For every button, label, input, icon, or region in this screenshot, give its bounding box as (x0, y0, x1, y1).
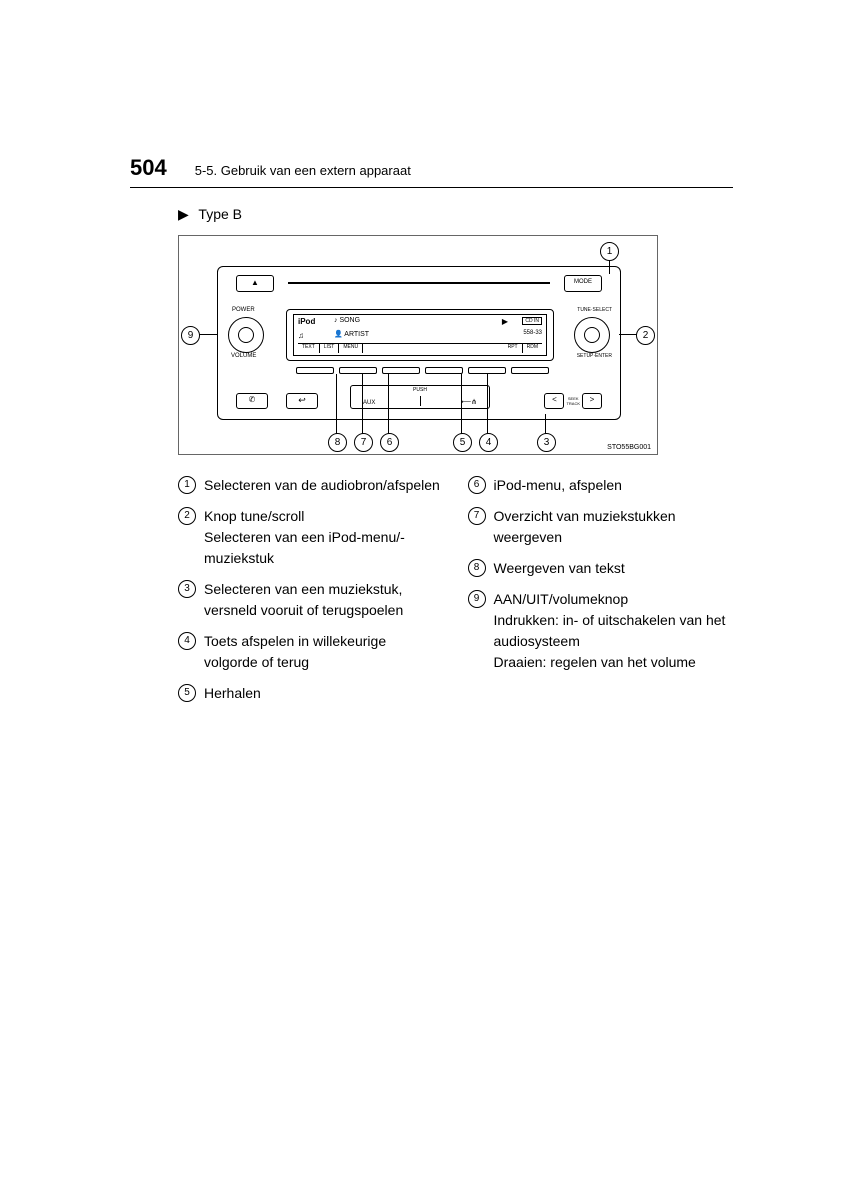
callout-4: 4 (479, 433, 498, 452)
item-4-text: Toets afspelen in willekeurige volgorde … (204, 631, 444, 673)
item-3-text: Selecteren van een muziekstuk, versneld … (204, 579, 444, 621)
preset-3 (382, 367, 420, 374)
tab-gap (363, 344, 504, 353)
circled-7: 7 (468, 507, 486, 525)
circled-3: 3 (178, 580, 196, 598)
item-2-text: Knop tune/scroll Selecteren van een iPod… (204, 506, 444, 569)
callout-3: 3 (537, 433, 556, 452)
legend-item-4: 4 Toets afspelen in willekeurige volgord… (178, 631, 444, 673)
preset-6 (511, 367, 549, 374)
usb-icon: ⟵⋔ (461, 398, 477, 406)
setup-label: SETUP·ENTER (577, 353, 612, 359)
mode-button: MODE (564, 275, 602, 292)
page-number: 504 (130, 155, 167, 181)
seek-group: < SEEK TRACK > (544, 393, 602, 409)
legend-item-6: 6 iPod-menu, afspelen (468, 475, 734, 496)
tab-rdm: RDM (523, 344, 542, 353)
item-7-text: Overzicht van muziekstukken weergeven (494, 506, 734, 548)
legend-item-2: 2 Knop tune/scroll Selecteren van een iP… (178, 506, 444, 569)
divider (420, 396, 421, 406)
display-tabs: TEXT LIST MENU RPT RDM (298, 343, 542, 353)
callout-5: 5 (453, 433, 472, 452)
leader-9 (199, 334, 217, 335)
radio-diagram: 1 2 9 3 4 5 6 7 8 ▲ MODE POWER VOLUME TU… (178, 235, 658, 455)
legend-col-left: 1 Selecteren van de audiobron/afspelen 2… (178, 475, 444, 714)
item-6-text: iPod-menu, afspelen (494, 475, 622, 496)
radio-body: ▲ MODE POWER VOLUME TUNE·SELECT SETUP·EN… (217, 266, 621, 420)
image-code: STO55BG001 (607, 444, 651, 451)
callout-1: 1 (600, 242, 619, 261)
circled-8: 8 (468, 559, 486, 577)
tab-menu: MENU (339, 344, 363, 353)
display-ipod: iPod (298, 317, 315, 326)
triangle-icon: ▶ (178, 206, 189, 222)
seek-label: SEEK TRACK (566, 396, 580, 406)
volume-knob (228, 317, 264, 353)
tune-knob (574, 317, 610, 353)
phone-button: ✆ (236, 393, 268, 409)
back-button: ↩ (286, 393, 318, 409)
legend-item-7: 7 Overzicht van muziekstukken weergeven (468, 506, 734, 548)
circled-1: 1 (178, 476, 196, 494)
power-label: POWER (232, 307, 255, 313)
page-header: 504 5-5. Gebruik van een extern apparaat (130, 155, 733, 188)
legend-item-3: 3 Selecteren van een muziekstuk, versnel… (178, 579, 444, 621)
tune-label: TUNE·SELECT (577, 307, 612, 313)
circled-4: 4 (178, 632, 196, 650)
tab-list: LIST (320, 344, 340, 353)
legend-item-8: 8 Weergeven van tekst (468, 558, 734, 579)
type-heading: ▶ Type B (178, 206, 733, 223)
item-8-text: Weergeven van tekst (494, 558, 625, 579)
cd-slot (288, 282, 550, 284)
legend-item-1: 1 Selecteren van de audiobron/afspelen (178, 475, 444, 496)
display-artist: 👤 ARTIST (334, 330, 369, 338)
type-label: Type B (198, 206, 242, 222)
circled-9: 9 (468, 590, 486, 608)
volume-label: VOLUME (231, 353, 256, 359)
callout-6: 6 (380, 433, 399, 452)
circled-2: 2 (178, 507, 196, 525)
tab-rpt: RPT (504, 344, 523, 353)
music-icon: ♫ (298, 331, 304, 340)
preset-2 (339, 367, 377, 374)
seek-next: > (582, 393, 602, 409)
preset-1 (296, 367, 334, 374)
manual-page: 504 5-5. Gebruik van een extern apparaat… (0, 0, 848, 774)
push-label: PUSH (413, 387, 427, 393)
legend-columns: 1 Selecteren van de audiobron/afspelen 2… (178, 475, 733, 714)
cdin-label: CD IN (522, 317, 542, 325)
display: iPod ♪ SONG ♫ 👤 ARTIST ▶ CD IN 558-33 TE… (286, 309, 554, 361)
circled-5: 5 (178, 684, 196, 702)
play-icon: ▶ (502, 317, 508, 326)
display-song: ♪ SONG (334, 317, 360, 324)
legend-item-5: 5 Herhalen (178, 683, 444, 704)
legend-col-right: 6 iPod-menu, afspelen 7 Overzicht van mu… (468, 475, 734, 714)
aux-label: AUX (363, 400, 375, 406)
seek-prev: < (544, 393, 564, 409)
item-9-text: AAN/UIT/volumeknop Indrukken: in- of uit… (494, 589, 734, 673)
section-title: 5-5. Gebruik van een extern apparaat (195, 163, 411, 178)
callout-9: 9 (181, 326, 200, 345)
eject-button: ▲ (236, 275, 274, 292)
circled-6: 6 (468, 476, 486, 494)
display-inner: iPod ♪ SONG ♫ 👤 ARTIST ▶ CD IN 558-33 TE… (293, 314, 547, 356)
preset-buttons (296, 367, 549, 374)
callout-8: 8 (328, 433, 347, 452)
item-5-text: Herhalen (204, 683, 261, 704)
callout-7: 7 (354, 433, 373, 452)
leader-2 (619, 334, 637, 335)
callout-2: 2 (636, 326, 655, 345)
legend-item-9: 9 AAN/UIT/volumeknop Indrukken: in- of u… (468, 589, 734, 673)
preset-4 (425, 367, 463, 374)
preset-5 (468, 367, 506, 374)
display-time: 558-33 (523, 330, 542, 336)
item-1-text: Selecteren van de audiobron/afspelen (204, 475, 440, 496)
aux-usb-button: PUSH AUX ⟵⋔ (350, 385, 490, 409)
tab-text: TEXT (298, 344, 320, 353)
